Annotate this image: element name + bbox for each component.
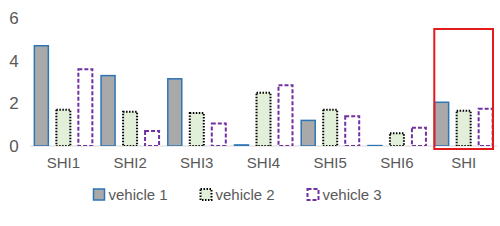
bar <box>212 124 226 146</box>
y-tick-label: 4 <box>9 52 18 71</box>
bar <box>390 133 404 146</box>
bar <box>101 76 115 146</box>
legend-swatch <box>201 189 212 200</box>
bar <box>479 109 493 146</box>
legend-label: vehicle 3 <box>323 186 382 203</box>
y-tick-label: 2 <box>9 94 18 113</box>
y-tick <box>27 18 30 19</box>
x-tick-label: SHI4 <box>247 154 280 171</box>
y-tick <box>27 60 30 61</box>
bar <box>412 128 426 146</box>
chart-svg: 0 2 4 6 SHI1 SHI2 SHI3 SHI4 SHI5 SHI6 SHI vehicle 1… <box>0 0 500 226</box>
bar <box>368 145 382 146</box>
x-tick-label: SHI <box>451 154 476 171</box>
highlight-box <box>434 29 493 149</box>
x-tick-label: SHI5 <box>314 154 347 171</box>
y-tick-label: 0 <box>9 137 18 156</box>
bar <box>257 93 271 146</box>
bar <box>345 116 359 146</box>
legend: vehicle 1 vehicle 2 vehicle 3 <box>94 186 382 203</box>
bars <box>34 46 492 146</box>
x-tick-label: SHI1 <box>47 154 80 171</box>
bar <box>190 113 204 146</box>
bar <box>435 102 449 146</box>
bar <box>145 131 159 146</box>
bar <box>34 46 48 146</box>
legend-swatch <box>94 189 105 200</box>
y-tick <box>27 146 30 147</box>
bar <box>78 69 92 146</box>
x-tick-label: SHI2 <box>113 154 146 171</box>
bar <box>323 110 337 146</box>
bar <box>123 112 137 146</box>
legend-swatch <box>308 189 319 200</box>
bar <box>168 79 182 146</box>
chart-root: 0 2 4 6 SHI1 SHI2 SHI3 SHI4 SHI5 SHI6 SHI vehicle 1… <box>0 0 500 226</box>
bar <box>235 145 249 146</box>
bar <box>279 85 293 146</box>
y-tick <box>27 103 30 104</box>
bar <box>301 120 315 146</box>
x-tick-label: SHI3 <box>180 154 213 171</box>
bar <box>457 111 471 146</box>
legend-label: vehicle 1 <box>109 186 168 203</box>
y-tick-label: 6 <box>9 9 18 28</box>
legend-label: vehicle 2 <box>216 186 275 203</box>
bar <box>56 110 70 146</box>
x-tick-label: SHI6 <box>380 154 413 171</box>
